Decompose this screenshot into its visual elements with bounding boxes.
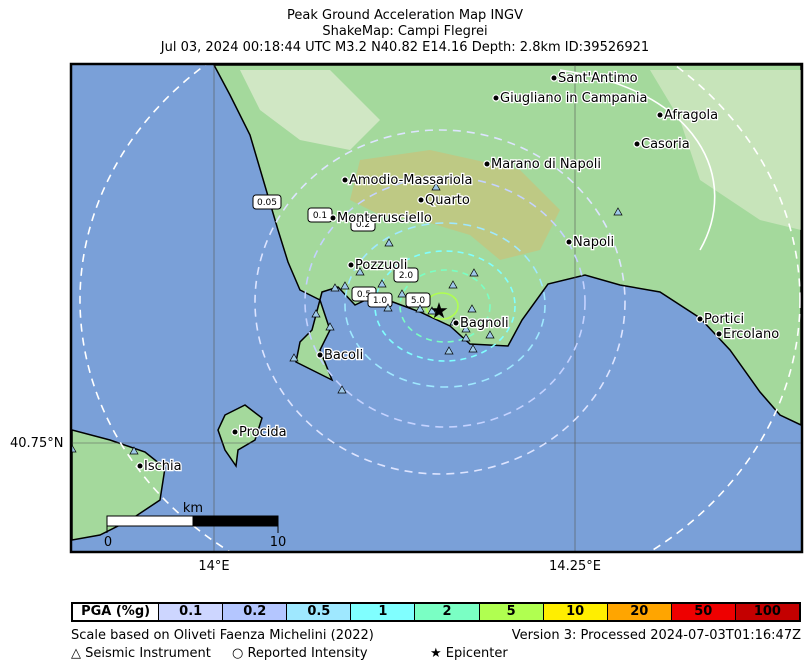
place-label: Ischia — [144, 459, 182, 474]
svg-text:0.05: 0.05 — [257, 198, 277, 208]
svg-text:0.2: 0.2 — [356, 220, 370, 230]
lon-label: 14°E — [198, 559, 229, 574]
place-label: Pozzuoli — [355, 258, 407, 273]
place-label: Casoria — [641, 137, 690, 152]
place-label: Quarto — [425, 193, 470, 208]
legend-bin: 50 — [670, 604, 735, 620]
svg-text:0: 0 — [104, 535, 112, 550]
svg-text:km: km — [183, 501, 203, 516]
lon-label: 14.25°E — [549, 559, 601, 574]
legend-bin: 0.5 — [286, 604, 351, 620]
place-label: Bagnoli — [460, 316, 509, 331]
map-subtitle: ShakeMap: Campi Flegrei — [322, 24, 488, 39]
place-label: Marano di Napoli — [491, 157, 601, 172]
svg-text:0.1: 0.1 — [313, 211, 327, 221]
contour-0.05 — [79, 65, 801, 551]
contour-0.2 — [304, 176, 586, 428]
contour-label: 2.0 — [393, 267, 419, 283]
instrument-markers — [72, 182, 623, 455]
contour-label: 5.0 — [405, 292, 431, 308]
svg-text:10: 10 — [270, 535, 287, 550]
event-info: Jul 03, 2024 00:18:44 UTC M3.2 N40.82 E1… — [160, 40, 650, 55]
place-label: Bacoli — [324, 348, 363, 363]
place-label: Afragola — [664, 108, 718, 123]
contour-label: 1.0 — [367, 292, 393, 308]
scale-bar: km 0 10 — [104, 501, 286, 550]
svg-text:0.5: 0.5 — [357, 290, 371, 300]
svg-text:2.0: 2.0 — [399, 271, 414, 281]
key-intensity: ○ Reported Intensity — [232, 646, 368, 661]
place-label: Sant'Antimo — [558, 71, 638, 86]
contour-0.05-solid — [559, 69, 716, 251]
legend-bin: 0.1 — [158, 604, 223, 620]
contour-0.1 — [254, 129, 626, 475]
map-title: Peak Ground Acceleration Map INGV — [287, 8, 523, 23]
legend-header: PGA (%g) — [73, 604, 159, 620]
place-label: Napoli — [573, 235, 614, 250]
procida-island — [217, 404, 263, 469]
place-label: Ercolano — [723, 327, 779, 342]
legend-bin: 20 — [606, 604, 671, 620]
lat-label: 40.75°N — [10, 436, 63, 451]
contour-label: 0.05 — [252, 194, 282, 210]
map-frame — [69, 62, 804, 554]
version-note: Version 3: Processed 2024-07-03T01:16:47… — [511, 628, 801, 643]
contour-0.5 — [344, 222, 546, 388]
place-label: Portici — [704, 312, 744, 327]
legend-bin: 10 — [542, 604, 607, 620]
place-label: Giugliano in Campania — [500, 91, 647, 106]
legend-bin: 2 — [414, 604, 479, 620]
epicenter-star: ★ — [429, 299, 449, 324]
hills-3 — [650, 70, 801, 230]
hills-2 — [240, 70, 380, 150]
contour-label: 0.1 — [307, 207, 333, 223]
place-label: Procida — [239, 425, 287, 440]
hills — [350, 150, 560, 260]
pga-legend: PGA (%g) 0.1 0.2 0.5 1 2 5 10 20 50 100 — [71, 602, 801, 622]
contour-2.0 — [399, 269, 491, 343]
shakemap: 0.05 0.1 0.2 0.5 1.0 2.0 5.0 ★ Sant'Anti… — [10, 62, 804, 574]
legend-bin: 100 — [734, 604, 799, 620]
scale-note: Scale based on Oliveti Faenza Michelini … — [71, 628, 374, 643]
svg-text:5.0: 5.0 — [411, 296, 426, 306]
contour-1.0 — [374, 250, 516, 362]
legend-bin: 5 — [478, 604, 543, 620]
key-epicenter: ★ Epicenter — [430, 646, 508, 661]
contour-label: 0.2 — [350, 216, 376, 232]
place-label: Amodio-Massariola — [349, 173, 472, 188]
svg-text:1.0: 1.0 — [373, 296, 388, 306]
legend-bin: 0.2 — [222, 604, 287, 620]
place-label: Monterusciello — [337, 211, 432, 226]
legend-bin: 1 — [350, 604, 415, 620]
key-instrument: △ Seismic Instrument — [71, 646, 211, 661]
